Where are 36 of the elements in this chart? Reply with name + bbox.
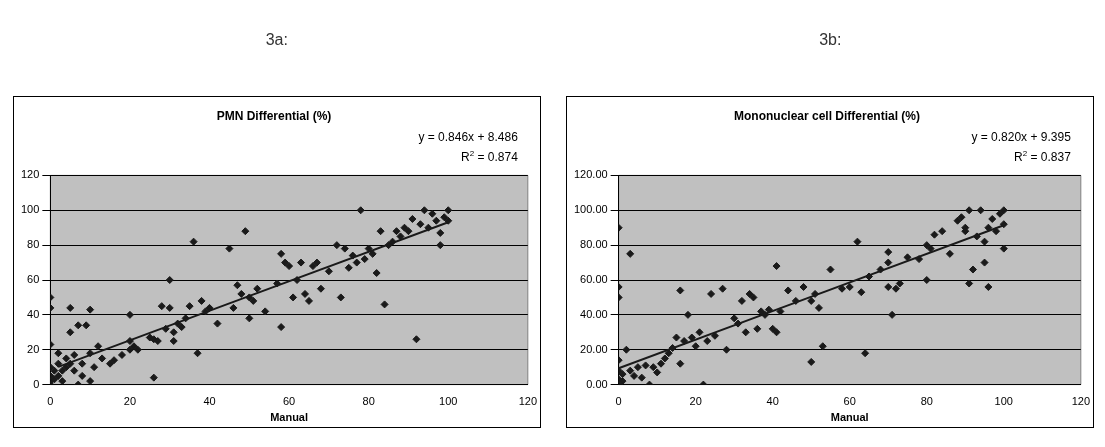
y-tick-label: 100.00 bbox=[574, 203, 608, 216]
y-tick-label: 60 bbox=[26, 273, 40, 286]
text: y = 0.846x + 8.486 bbox=[418, 130, 518, 145]
x-tick-label: 60 bbox=[282, 395, 295, 408]
y-tick-label: 40.00 bbox=[580, 307, 608, 320]
y-tick-label: 20 bbox=[26, 342, 40, 355]
x-tick-label: 40 bbox=[203, 395, 216, 408]
x-tick-label: 0 bbox=[47, 395, 54, 408]
x-tick-label: 40 bbox=[766, 395, 780, 408]
y-tick-label: 80.00 bbox=[580, 238, 608, 251]
y-tick-label: 80 bbox=[26, 238, 40, 251]
x-tick-label: 120 bbox=[1071, 395, 1091, 408]
text: y = 0.820x + 9.395 bbox=[971, 130, 1072, 145]
x-tick-label: 20 bbox=[123, 395, 136, 408]
x-axis-title: Manual bbox=[269, 411, 308, 424]
x-tick-label: 100 bbox=[438, 395, 458, 408]
x-tick-label: 80 bbox=[362, 395, 375, 408]
x-tick-label: 0 bbox=[615, 395, 622, 408]
x-tick-label: 80 bbox=[920, 395, 934, 408]
text: 3a: bbox=[265, 30, 288, 50]
chart-title: PMN Differential (%) bbox=[216, 108, 332, 123]
y-tick-label: 100 bbox=[20, 203, 40, 216]
x-tick-label: 100 bbox=[994, 395, 1014, 408]
y-tick-label: 0.00 bbox=[586, 377, 608, 390]
y-tick-label: 40 bbox=[26, 307, 40, 320]
x-axis-title: Manual bbox=[831, 411, 869, 424]
chart-title: Mononuclear cell Differential (%) bbox=[734, 108, 921, 123]
y-tick-label: 0 bbox=[32, 377, 40, 390]
x-tick-label: 60 bbox=[843, 395, 857, 408]
x-tick-label: 120 bbox=[518, 395, 537, 408]
y-tick-label: 120 bbox=[20, 168, 40, 181]
y-tick-label: 20.00 bbox=[580, 342, 608, 355]
y-tick-label: 120.00 bbox=[574, 168, 608, 181]
x-tick-label: 20 bbox=[689, 395, 703, 408]
text: 3b: bbox=[819, 30, 842, 50]
y-tick-label: 60.00 bbox=[580, 273, 608, 286]
